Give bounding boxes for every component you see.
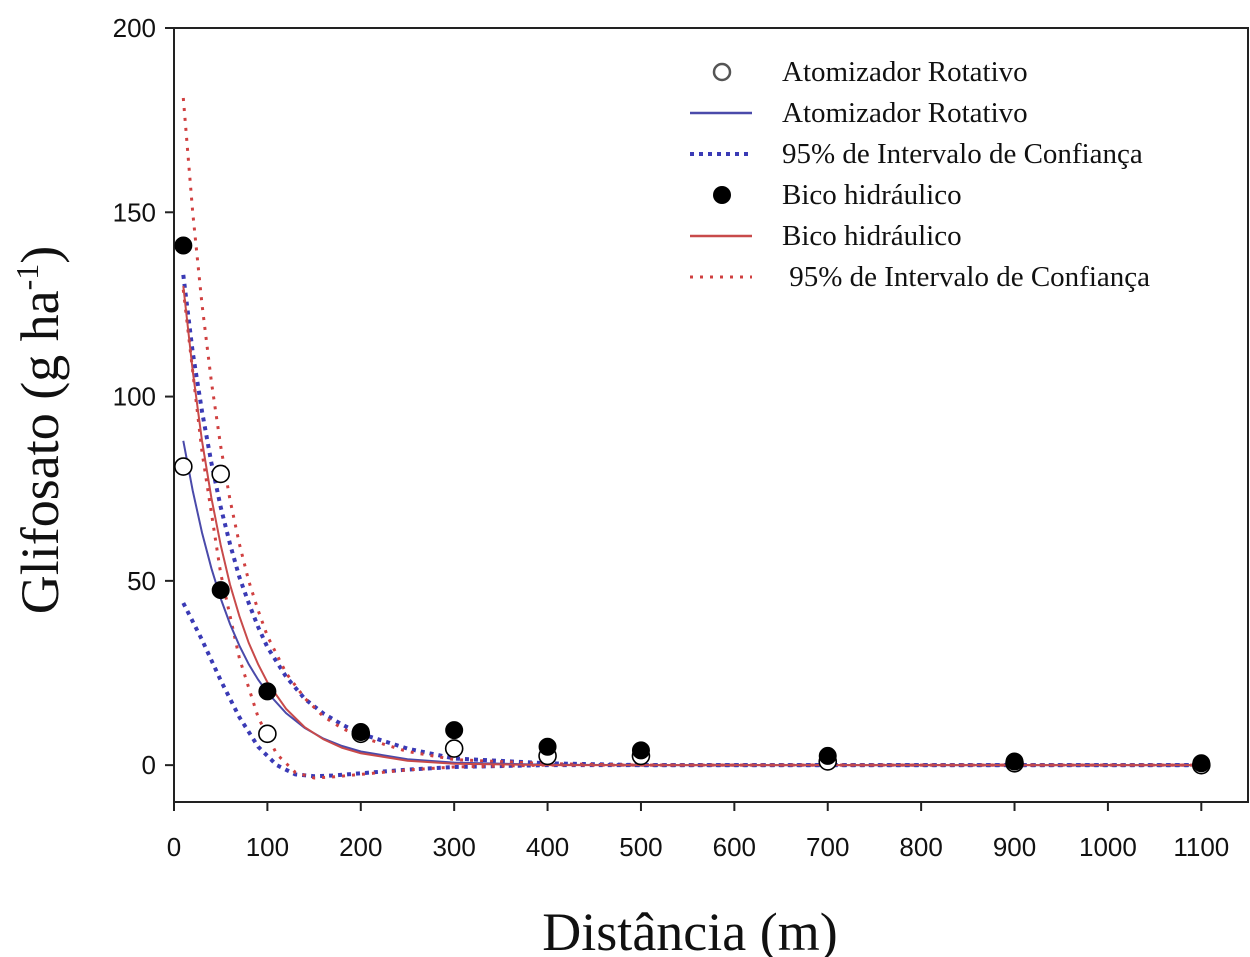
y-tick-label: 0 (142, 750, 156, 780)
legend: Atomizador Rotativo Atomizador Rotativo 95… (690, 56, 1150, 293)
y-tick-label: 200 (113, 13, 156, 43)
x-tick-label: 1100 (1173, 832, 1229, 862)
data-point-filled (538, 737, 557, 756)
x-tick-label: 300 (432, 832, 475, 862)
x-tick-label: 100 (246, 832, 289, 862)
legend-label: Atomizador Rotativo (782, 56, 1028, 88)
data-point-filled (258, 682, 277, 701)
y-tick-label: 100 (113, 382, 156, 412)
x-axis-ticks: 0 100 200 300 400 500 600 700 800 900 1000 1100 (167, 802, 1229, 862)
fit-line-series-1 (182, 440, 1202, 767)
x-tick-label: 700 (806, 832, 849, 862)
x-tick-label: 600 (713, 832, 756, 862)
x-tick-label: 500 (619, 832, 662, 862)
data-point-open (444, 739, 464, 758)
ci-upper-line-series-5 (181, 97, 1202, 767)
data-point-filled (211, 581, 230, 600)
data-point-open (211, 464, 230, 484)
data-point-filled (351, 722, 370, 741)
x-tick-label: 1000 (1079, 832, 1137, 862)
data-point-filled (1192, 754, 1211, 773)
legend-label: 95% de Intervalo de Confiança (782, 138, 1143, 170)
x-tick-label: 400 (526, 832, 569, 862)
data-point-filled (174, 236, 193, 255)
y-tick-label: 150 (113, 197, 156, 227)
plot-area-border (173, 27, 1249, 803)
data-point-filled (1005, 752, 1024, 771)
y-axis-label: Glifosato (g ha-1) (9, 246, 70, 615)
x-tick-label: 200 (339, 832, 382, 862)
fit-lines (182, 285, 1202, 767)
legend-label: Atomizador Rotativo (782, 97, 1028, 129)
x-tick-label: 900 (993, 832, 1036, 862)
ci-lower-line-series-5 (181, 289, 1202, 780)
legend-label: Bico hidráulico (782, 179, 962, 211)
data-point-filled (631, 741, 650, 760)
legend-swatch-open-circle (712, 62, 732, 82)
ci-lower-line-series-2 (181, 602, 1202, 779)
y-axis-label-sup: -1 (9, 264, 45, 291)
legend-swatch-filled-circle (713, 186, 731, 204)
legend-label: 95% de Intervalo de Confiança (782, 261, 1150, 293)
data-point-filled (818, 746, 837, 765)
x-axis-label: Distância (m) (542, 902, 837, 957)
data-point-open (258, 724, 277, 744)
x-tick-label: 0 (167, 832, 181, 862)
plot-frame (173, 27, 1249, 803)
y-axis-label-main: Glifosato (g ha (10, 290, 70, 614)
fit-line-series-4 (182, 285, 1202, 767)
y-tick-label: 50 (127, 566, 156, 596)
ci-upper-line-series-2 (181, 274, 1202, 768)
data-point-filled (445, 721, 464, 740)
data-points (174, 236, 1211, 775)
y-axis-ticks: 0 50 100 150 200 (113, 13, 174, 780)
x-tick-label: 800 (899, 832, 942, 862)
y-axis-label-close: ) (10, 246, 70, 264)
confidence-interval-lines (181, 97, 1202, 780)
data-point-open (174, 457, 193, 476)
legend-label: Bico hidráulico (782, 220, 962, 252)
